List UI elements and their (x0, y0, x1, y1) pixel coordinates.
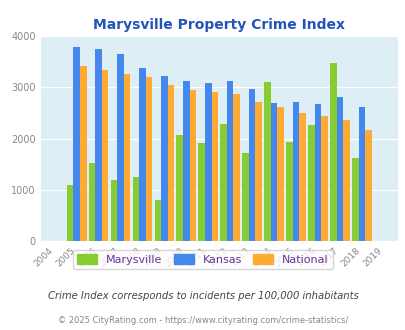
Bar (242, 153, 248, 241)
Bar (358, 107, 364, 241)
Bar (286, 142, 292, 241)
Bar (80, 66, 86, 241)
Bar (117, 54, 124, 241)
Bar (161, 76, 167, 241)
Bar (167, 85, 174, 241)
Bar (89, 163, 95, 241)
Bar (73, 47, 80, 241)
Bar (277, 107, 283, 241)
Bar (111, 180, 117, 241)
Bar (95, 49, 102, 241)
Text: Crime Index corresponds to incidents per 100,000 inhabitants: Crime Index corresponds to incidents per… (47, 291, 358, 301)
Bar (329, 63, 336, 241)
Bar (154, 201, 161, 241)
Bar (270, 103, 277, 241)
Bar (264, 82, 270, 241)
Bar (183, 81, 189, 241)
Bar (364, 130, 371, 241)
Bar (176, 135, 183, 241)
Bar (336, 97, 342, 241)
Bar (189, 90, 196, 241)
Bar (132, 177, 139, 241)
Bar (145, 77, 152, 241)
Bar (226, 81, 233, 241)
Bar (307, 125, 314, 241)
Bar (211, 92, 217, 241)
Bar (351, 158, 358, 241)
Bar (205, 83, 211, 241)
Bar (139, 68, 145, 241)
Bar (102, 70, 108, 241)
Bar (292, 102, 298, 241)
Bar (124, 74, 130, 241)
Text: © 2025 CityRating.com - https://www.cityrating.com/crime-statistics/: © 2025 CityRating.com - https://www.city… (58, 316, 347, 325)
Bar (220, 124, 226, 241)
Bar (233, 94, 239, 241)
Legend: Marysville, Kansas, National: Marysville, Kansas, National (73, 250, 332, 269)
Bar (248, 89, 255, 241)
Bar (298, 113, 305, 241)
Bar (198, 143, 205, 241)
Title: Marysville Property Crime Index: Marysville Property Crime Index (93, 18, 344, 32)
Bar (320, 116, 327, 241)
Bar (67, 185, 73, 241)
Bar (314, 104, 320, 241)
Bar (342, 120, 349, 241)
Bar (255, 102, 261, 241)
